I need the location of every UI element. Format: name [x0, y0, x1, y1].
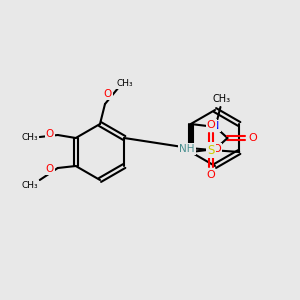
Text: O: O — [212, 144, 221, 154]
Text: O: O — [104, 89, 112, 99]
Text: O: O — [46, 129, 54, 139]
Text: CH₃: CH₃ — [117, 80, 133, 88]
Text: CH₃: CH₃ — [212, 94, 230, 104]
Text: O: O — [46, 164, 54, 174]
Text: O: O — [207, 170, 216, 180]
Text: N: N — [211, 121, 220, 131]
Text: CH₃: CH₃ — [21, 181, 38, 190]
Text: CH₃: CH₃ — [21, 133, 38, 142]
Text: NH: NH — [179, 144, 195, 154]
Text: S: S — [208, 143, 215, 157]
Text: O: O — [207, 120, 216, 130]
Text: O: O — [248, 133, 257, 143]
